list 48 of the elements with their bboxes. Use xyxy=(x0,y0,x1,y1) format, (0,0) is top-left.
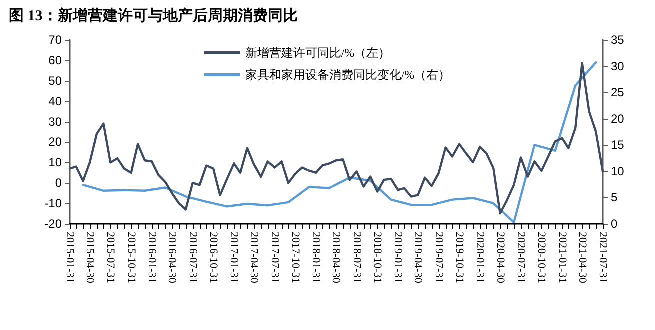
x-tick-label: 2019-07-31 xyxy=(432,232,445,284)
x-tick-label: 2016-01-31 xyxy=(146,232,158,284)
y-tick-label: 50 xyxy=(48,74,62,88)
y2-tick-label: 20 xyxy=(611,112,625,126)
legend-label: 家具和家用设备消费同比变化/%（右） xyxy=(245,68,451,82)
y-tick-label: 10 xyxy=(48,156,62,170)
x-tick-label: 2019-10-31 xyxy=(453,232,466,284)
x-tick-label: 2017-04-30 xyxy=(248,232,260,284)
x-tick-label: 2015-07-31 xyxy=(104,232,117,284)
x-tick-label: 2017-10-31 xyxy=(290,232,302,284)
x-tick-label: 2018-01-31 xyxy=(310,232,322,284)
x-tick-label: 2016-07-31 xyxy=(186,232,199,284)
x-tick-label: 2020-04-30 xyxy=(494,232,506,284)
x-tick-label: 2021-07-31 xyxy=(597,232,609,284)
y-tick-label: -10 xyxy=(44,196,62,211)
x-tick-label: 2019-04-30 xyxy=(412,232,424,284)
x-tick-label: 2021-04-30 xyxy=(576,232,588,284)
x-tick-label: 2020-07-31 xyxy=(515,232,528,284)
x-tick-label: 2015-01-31 xyxy=(64,232,76,284)
y2-tick-label: 10 xyxy=(611,164,625,178)
x-tick-label: 2020-10-31 xyxy=(536,232,548,284)
y-tick-label: 40 xyxy=(48,94,62,108)
y2-tick-label: 0 xyxy=(611,217,618,231)
y2-tick-label: 30 xyxy=(611,59,625,74)
x-tick-label: 2017-01-31 xyxy=(228,232,240,284)
y2-tick-label: 25 xyxy=(611,86,625,100)
x-tick-label: 2018-07-31 xyxy=(350,232,363,284)
y-tick-label: 70 xyxy=(48,33,62,47)
y-tick-label: 0 xyxy=(55,176,62,190)
y2-tick-label: 5 xyxy=(611,190,618,205)
legend-label: 新增营建许可同比/%（左） xyxy=(245,46,391,60)
x-tick-label: 2019-01-31 xyxy=(392,232,404,284)
x-tick-label: 2017-07-31 xyxy=(268,232,281,284)
y-tick-label: -20 xyxy=(44,217,62,231)
y-tick-label: 30 xyxy=(48,114,62,129)
x-tick-label: 2015-10-31 xyxy=(125,232,138,284)
y2-tick-label: 35 xyxy=(611,33,625,47)
y-tick-label: 20 xyxy=(48,135,62,150)
chart-title: 图 13：新增营建许可与地产后周期消费同比 xyxy=(9,6,298,24)
x-tick-label: 2015-04-30 xyxy=(84,232,96,284)
y-tick-label: 60 xyxy=(48,53,62,68)
y2-tick-label: 15 xyxy=(611,138,625,152)
x-tick-label: 2018-10-31 xyxy=(371,232,384,284)
x-tick-label: 2018-04-30 xyxy=(330,232,342,284)
x-tick-label: 2021-01-31 xyxy=(556,232,568,284)
x-tick-label: 2020-01-31 xyxy=(474,232,486,284)
x-tick-label: 2016-04-30 xyxy=(166,232,178,284)
x-tick-label: 2016-10-31 xyxy=(208,232,220,284)
